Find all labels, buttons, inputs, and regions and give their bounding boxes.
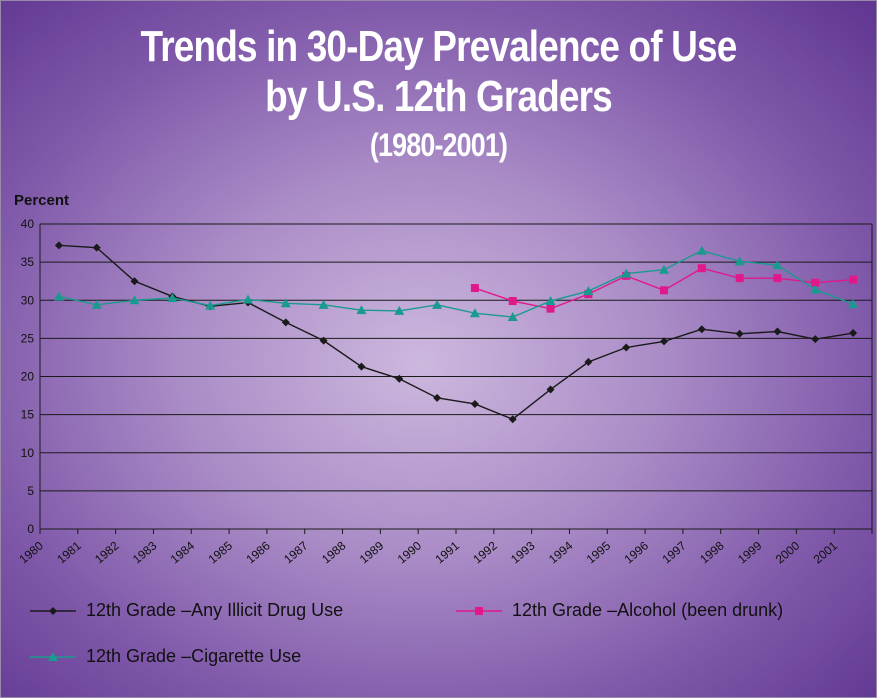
data-point [849,275,858,284]
x-tick-label: 1995 [584,538,614,566]
data-point [697,264,706,273]
data-point [546,385,555,394]
legend-item: 12th Grade –Any Illicit Drug Use [30,600,343,621]
data-point [205,300,216,310]
data-point [470,399,479,408]
data-point [280,298,291,308]
chart-title-line3: (1980-2001) [369,127,508,163]
x-tick-label: 1993 [508,538,538,566]
data-point [660,337,668,346]
x-tick-label: 1984 [168,538,198,566]
data-point [734,256,745,266]
x-tick-label: 1988 [319,538,349,566]
data-point [54,241,63,250]
data-point [545,296,556,306]
y-tick-label: 5 [27,484,34,498]
y-tick-label: 15 [21,408,35,422]
y-tick-label: 0 [27,522,34,536]
series-line-2 [58,249,854,318]
x-tick-label: 1989 [357,538,387,566]
data-point [92,243,101,252]
x-tick-label: 1980 [16,538,46,566]
data-point [356,305,367,315]
legend-swatch [456,606,502,615]
x-tick-label: 2001 [811,538,841,566]
x-tick-label: 1999 [735,538,765,566]
data-point [735,274,744,283]
data-point [507,312,518,322]
data-point [849,329,858,338]
data-point [130,277,139,286]
y-axis-label: Percent [14,192,70,209]
series-line-0 [58,244,854,421]
chart-title-line2: by U.S. 12th Graders [265,72,613,121]
y-tick-label: 20 [21,370,35,384]
data-point [319,336,328,345]
data-point [584,358,593,367]
data-point [696,245,707,255]
data-point [508,297,517,306]
data-point [810,284,821,294]
data-point [357,362,366,371]
data-point [660,286,668,295]
data-point [697,325,706,334]
data-point [622,343,631,352]
data-point [773,327,782,336]
y-tick-label: 25 [21,331,35,345]
legend-label: 12th Grade –Cigarette Use [86,646,302,666]
data-point [394,305,405,315]
x-tick-label: 1985 [206,538,236,566]
data-point [621,268,632,278]
data-point [432,299,443,309]
chart-title-line1: Trends in 30-Day Prevalence of Use [140,22,738,71]
legend-item: 12th Grade –Alcohol (been drunk) [456,600,783,621]
x-tick-label: 1991 [432,538,462,566]
x-tick-label: 2000 [773,538,803,566]
data-point [395,374,404,383]
data-point [772,260,783,270]
data-point [811,278,820,287]
y-tick-label: 30 [21,293,35,307]
data-point [508,415,517,424]
data-point [659,264,669,274]
legend-item: 12th Grade –Cigarette Use [30,646,301,667]
x-tick-label: 1983 [130,538,160,566]
data-point [91,299,102,309]
legend-label: 12th Grade –Any Illicit Drug Use [86,600,344,620]
data-point [848,299,859,309]
data-point [773,274,782,283]
data-point [546,304,555,313]
data-point [318,299,329,309]
data-point [469,308,480,318]
data-point [167,292,178,302]
x-tick-label: 1992 [470,538,500,566]
x-tick-label: 1986 [243,538,273,566]
x-tick-label: 1987 [281,538,311,566]
data-point [811,335,820,344]
data-point [583,286,594,296]
x-tick-label: 1998 [697,538,727,566]
y-tick-label: 35 [21,255,35,269]
legend-swatch [30,651,76,661]
x-tick-label: 1981 [54,538,84,566]
data-point [53,291,64,301]
x-tick-label: 1990 [395,538,425,566]
y-tick-label: 10 [21,446,35,460]
legend-label: 12th Grade –Alcohol (been drunk) [512,600,784,620]
data-point [243,294,253,304]
x-tick-label: 1996 [622,538,652,566]
data-point [433,393,442,402]
x-tick-label: 1994 [546,538,576,566]
data-point [470,284,479,293]
x-tick-label: 1997 [659,538,689,566]
data-point [735,329,744,338]
data-point [129,295,140,305]
data-point [281,318,290,327]
x-tick-label: 1982 [92,538,122,566]
legend-swatch [30,606,76,615]
y-tick-label: 40 [21,217,35,231]
